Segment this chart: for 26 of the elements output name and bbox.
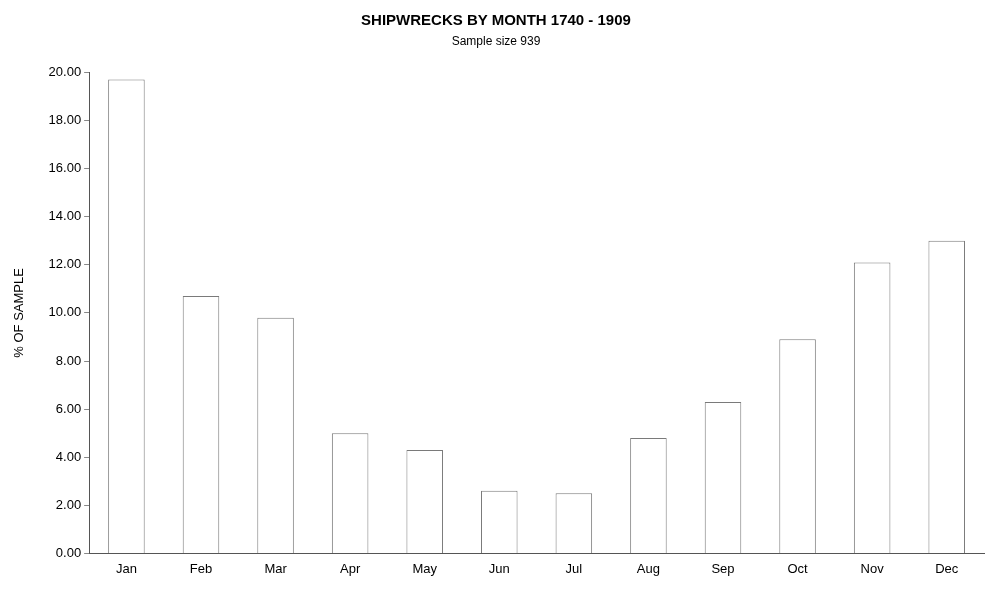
y-tick-label: 6.00 [55,400,82,416]
x-tick-label: Mar [264,560,288,576]
chart-subtitle: Sample size 939 [451,33,541,48]
y-tick-label: 10.00 [48,304,82,320]
y-axis-title: % OF SAMPLE [11,267,27,358]
x-tick-label: Oct [787,560,809,576]
x-tick-label: Jul [565,560,583,576]
x-tick-label: Jan [115,560,137,576]
x-tick-label: May [412,560,438,576]
y-tick-label: 16.00 [48,160,82,176]
y-tick-label: 0.00 [55,544,82,560]
y-tick-label: 14.00 [48,208,82,224]
x-tick-label: Jun [488,560,510,576]
x-tick-label: Feb [189,560,213,576]
chart-title: SHIPWRECKS BY MONTH 1740 - 1909 [361,11,631,29]
y-tick-label: 2.00 [55,496,82,512]
y-tick-label: 4.00 [55,448,82,464]
x-tick-label: Aug [636,560,660,576]
y-tick-label: 18.00 [48,112,82,128]
x-tick-label: Apr [340,560,361,576]
x-tick-label: Dec [935,560,959,576]
y-tick-label: 20.00 [48,63,82,79]
y-tick-label: 12.00 [48,256,82,272]
y-tick-label: 8.00 [55,352,82,368]
x-tick-label: Nov [860,560,885,576]
x-tick-label: Sep [711,560,735,576]
